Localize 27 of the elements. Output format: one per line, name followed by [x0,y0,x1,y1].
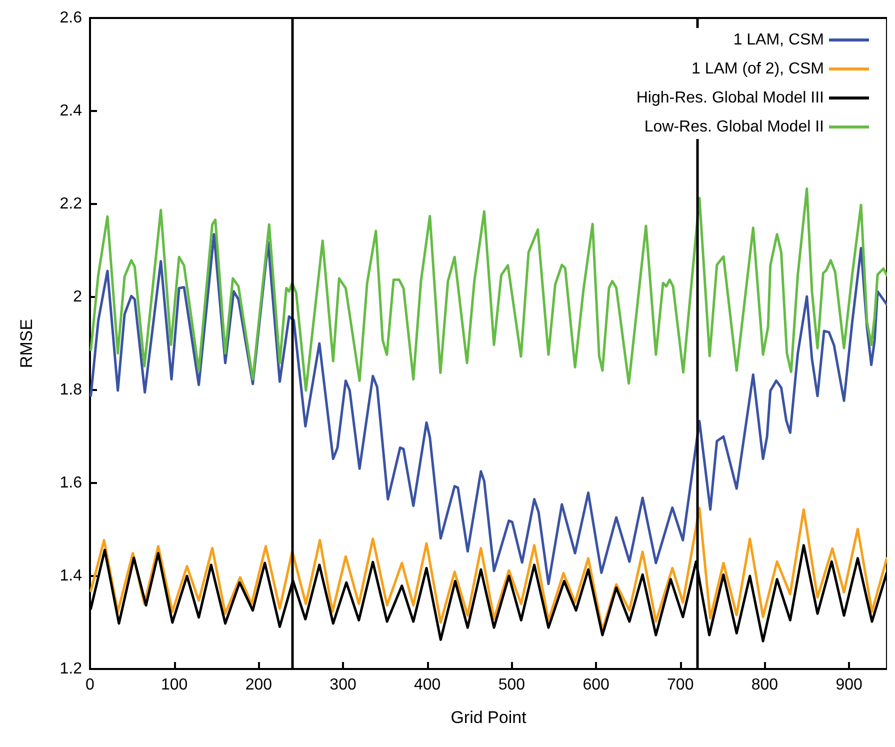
x-tick-label: 500 [498,676,526,694]
y-tick-label: 1.6 [60,474,82,492]
legend-label: 1 LAM (of 2), CSM [692,60,824,78]
y-axis-title: RMSE [17,318,36,368]
x-tick-label: 900 [836,676,862,694]
y-tick-label: 1.4 [60,568,82,584]
x-tick-label: 200 [245,676,272,694]
x-tick-label: 400 [414,676,441,694]
legend-label: High-Res. Global Model III [636,90,824,106]
y-tick-label: 1.2 [60,660,82,678]
line-series [90,232,887,586]
line-series [90,187,887,392]
y-tick-label: 1.8 [60,382,82,398]
y-tick-label: 2.4 [60,102,82,120]
line-series [90,506,887,632]
x-tick-label: 600 [582,676,610,694]
y-tick-label: 2.6 [60,10,82,26]
legend-label: 1 LAM, CSM [733,32,824,48]
x-axis-title: Grid Point [450,708,527,727]
x-tick-label: 800 [751,676,778,694]
x-tick-label: 0 [86,676,95,694]
y-tick-label: 2.2 [60,196,82,212]
x-tick-label: 300 [330,676,356,694]
y-tick-label: 2 [73,288,82,306]
legend-label: Low-Res. Global Model II [644,118,824,136]
x-tick-label: 700 [667,676,694,694]
x-tick-label: 100 [160,676,188,694]
